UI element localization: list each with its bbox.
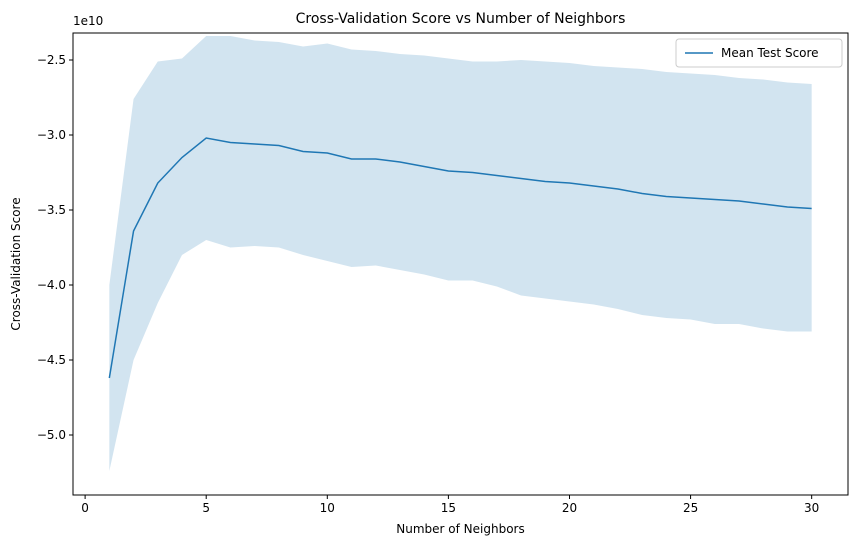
confidence-band-layer xyxy=(109,36,812,471)
x-tick-label: 15 xyxy=(441,501,456,515)
x-axis-ticks: 0 5 10 15 20 25 30 xyxy=(81,495,819,515)
chart-title: Cross-Validation Score vs Number of Neig… xyxy=(296,11,626,27)
y-tick-label: −3.5 xyxy=(37,203,66,217)
y-tick-label: −4.5 xyxy=(37,353,66,367)
plot-area-frame xyxy=(72,32,849,496)
y-tick-label: −5.0 xyxy=(37,428,66,442)
x-tick-label: 10 xyxy=(320,501,335,515)
x-tick-label: 20 xyxy=(562,501,577,515)
confidence-band xyxy=(109,36,812,471)
y-tick-label: −4.0 xyxy=(37,278,66,292)
series-line-layer xyxy=(108,137,812,379)
x-tick-label: 30 xyxy=(804,501,819,515)
x-tick-label: 5 xyxy=(202,501,210,515)
y-axis-offset-label: 1e10 xyxy=(73,14,103,28)
legend-box xyxy=(675,38,843,68)
legend: Mean Test Score xyxy=(675,38,843,68)
x-axis-label: Number of Neighbors xyxy=(396,522,524,536)
series-line-mean-test-score xyxy=(108,137,812,379)
y-tick-label: −3.0 xyxy=(37,128,66,142)
legend-label-mean-test-score: Mean Test Score xyxy=(721,46,819,60)
y-tick-label: −2.5 xyxy=(37,53,66,67)
x-tick-label: 0 xyxy=(81,501,89,515)
y-axis-label: Cross-Validation Score xyxy=(9,197,23,330)
y-axis-ticks: −5.0 −4.5 −4.0 −3.5 −3.0 −2.5 xyxy=(37,53,73,442)
x-tick-label: 25 xyxy=(683,501,698,515)
